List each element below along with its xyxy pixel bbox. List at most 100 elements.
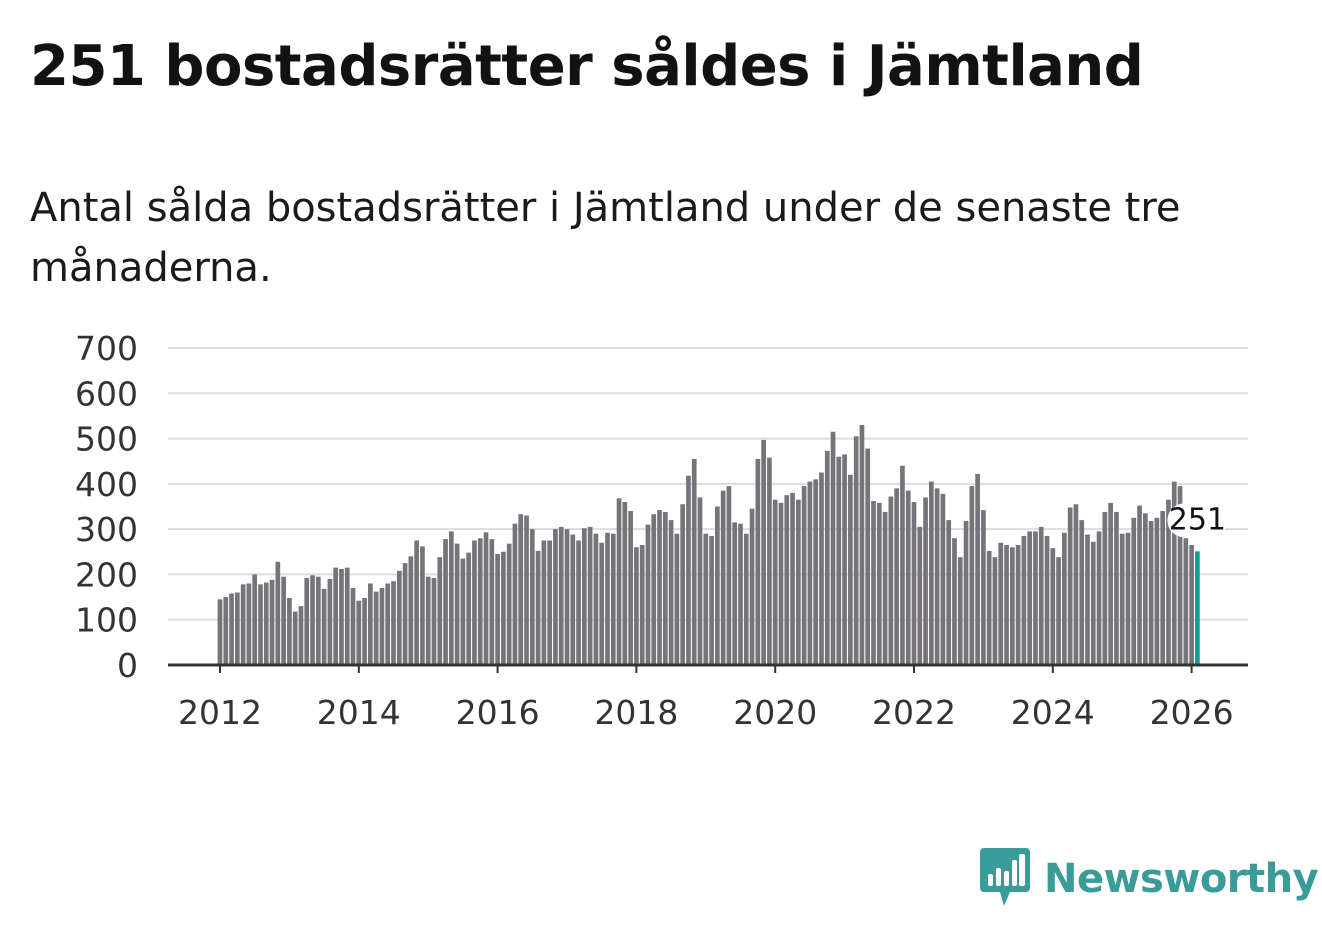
bar: [697, 497, 703, 665]
y-tick-label: 600: [75, 374, 138, 413]
bar: [888, 496, 894, 665]
bar: [454, 543, 460, 665]
bar: [263, 582, 269, 665]
bar: [703, 533, 709, 665]
bar: [518, 514, 524, 665]
bar: [281, 576, 286, 665]
bar: [981, 510, 986, 665]
bar: [414, 540, 419, 665]
bar: [529, 529, 535, 665]
annotation-background: [1167, 503, 1228, 538]
bar: [258, 584, 263, 665]
bar: [801, 486, 807, 665]
bar: [940, 493, 946, 665]
bar: [275, 561, 281, 665]
bar-latest: [1195, 551, 1200, 665]
bar: [408, 556, 414, 665]
bar: [639, 544, 645, 665]
bar: [321, 588, 327, 665]
bar: [368, 583, 373, 665]
bar: [235, 592, 240, 665]
bar: [217, 599, 223, 665]
bar: [749, 508, 755, 665]
chart-title: 251 bostadsrätter såldes i Jämtland: [30, 34, 1144, 99]
bar: [1021, 535, 1027, 665]
bar: [743, 533, 749, 665]
x-tick-label: 2020: [733, 693, 817, 732]
bar: [425, 576, 431, 665]
bar: [553, 529, 558, 665]
bar: [836, 456, 842, 665]
bar: [1044, 535, 1050, 665]
bar: [634, 547, 639, 665]
bar: [582, 528, 587, 665]
bar: [853, 436, 859, 665]
bar: [1154, 517, 1160, 665]
bar: [362, 597, 367, 665]
bar: [1050, 548, 1056, 665]
bar-chart: 0 100 200 300 400 500 600 700 2012 2014 2016 2018 20…: [75, 329, 1248, 732]
bar: [1056, 557, 1061, 665]
bar: [344, 567, 350, 665]
bar: [1114, 511, 1119, 665]
bar: [385, 583, 391, 665]
bar: [327, 578, 333, 665]
bar: [298, 606, 304, 665]
bar: [1131, 517, 1137, 665]
bar: [402, 563, 408, 665]
bar: [680, 504, 686, 665]
bar: [396, 570, 402, 665]
bar: [339, 568, 344, 665]
bar: [483, 532, 489, 665]
x-tick-label: 2024: [1011, 693, 1095, 732]
bar: [830, 431, 836, 665]
bar: [662, 511, 668, 665]
bar: [1038, 526, 1044, 665]
bar: [391, 581, 396, 665]
bar: [784, 495, 790, 665]
bar: [315, 576, 321, 665]
bar: [1142, 513, 1148, 665]
bar: [923, 497, 928, 665]
bar: [287, 597, 292, 665]
x-tick-label: 2014: [317, 693, 401, 732]
bar: [240, 584, 246, 665]
x-tick-label: 2012: [178, 693, 262, 732]
bar: [524, 515, 529, 665]
bar: [501, 551, 506, 665]
chart-subtitle: Antal sålda bostadsrätter i Jämtland und…: [30, 185, 1181, 291]
bar: [819, 472, 824, 665]
bar: [1009, 547, 1015, 665]
bar: [558, 526, 564, 665]
bar: [466, 552, 472, 665]
bar: [657, 510, 662, 665]
bar: [1119, 533, 1125, 665]
bar: [420, 546, 425, 665]
bar: [431, 578, 437, 665]
bar: [975, 473, 980, 665]
bar: [917, 526, 923, 665]
bar: [986, 550, 992, 665]
bar: [842, 454, 847, 665]
bar: [1166, 499, 1171, 665]
bar: [790, 492, 795, 665]
bar: [969, 486, 975, 665]
x-tick-label: 2022: [872, 693, 956, 732]
bar: [1090, 541, 1096, 665]
bar: [957, 557, 963, 665]
bar: [761, 439, 766, 665]
bar: [963, 520, 969, 665]
bar: [541, 540, 547, 665]
bar: [593, 533, 599, 665]
bar: [628, 511, 633, 665]
y-tick-label: 200: [75, 555, 138, 594]
bar: [929, 481, 934, 665]
bar: [460, 558, 466, 665]
newsworthy-logo-icon: [980, 848, 1030, 906]
bar: [848, 474, 853, 665]
bar: [674, 533, 680, 665]
bar: [778, 502, 784, 665]
newsworthy-logo: Newsworthy: [980, 848, 1319, 910]
bar: [1085, 534, 1090, 665]
bar: [1160, 511, 1166, 665]
